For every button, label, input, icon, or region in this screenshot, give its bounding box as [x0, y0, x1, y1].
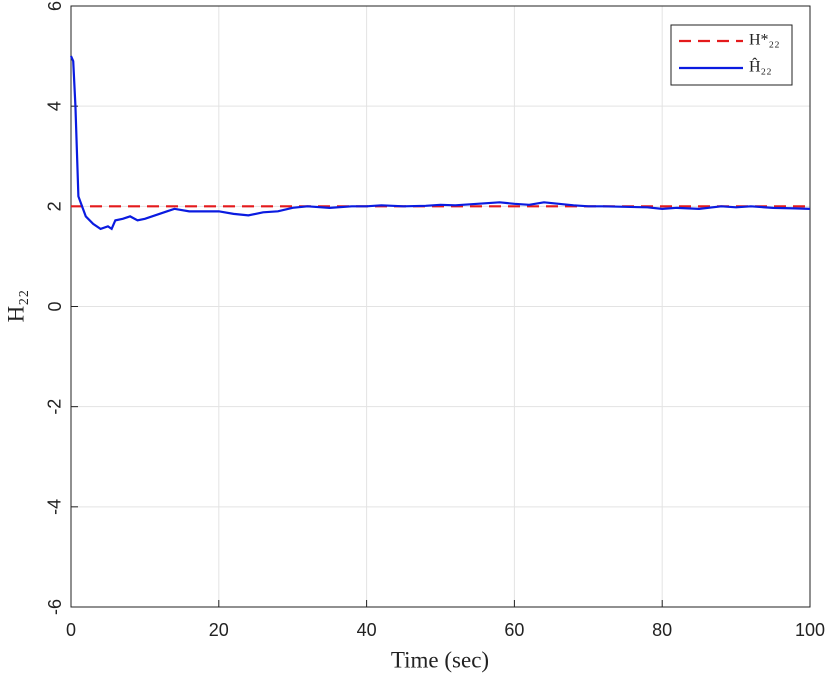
x-tick-label: 20 [209, 620, 229, 640]
x-tick-label: 0 [66, 620, 76, 640]
legend-label: H*₂₂ [749, 32, 780, 49]
y-tick-label: 4 [45, 101, 65, 111]
y-tick-label: 2 [45, 201, 65, 211]
plot-frame [70, 5, 811, 608]
x-tick-label: 40 [357, 620, 377, 640]
x-tick-label: 60 [504, 620, 524, 640]
series-line [69, 55, 811, 231]
legend-box [670, 24, 793, 86]
x-tick-label: 100 [795, 620, 825, 640]
x-tick-label: 80 [652, 620, 672, 640]
y-tick-label: -2 [45, 399, 65, 415]
y-tick-label: 6 [45, 1, 65, 11]
legend-label: Ĥ₂₂ [749, 57, 772, 76]
y-tick-label: 0 [45, 301, 65, 311]
y-tick-label: -4 [45, 499, 65, 515]
y-tick-label: -6 [45, 599, 65, 615]
y-axis-label: H₂₂ [3, 290, 28, 323]
x-axis-label: Time (sec) [391, 647, 489, 672]
